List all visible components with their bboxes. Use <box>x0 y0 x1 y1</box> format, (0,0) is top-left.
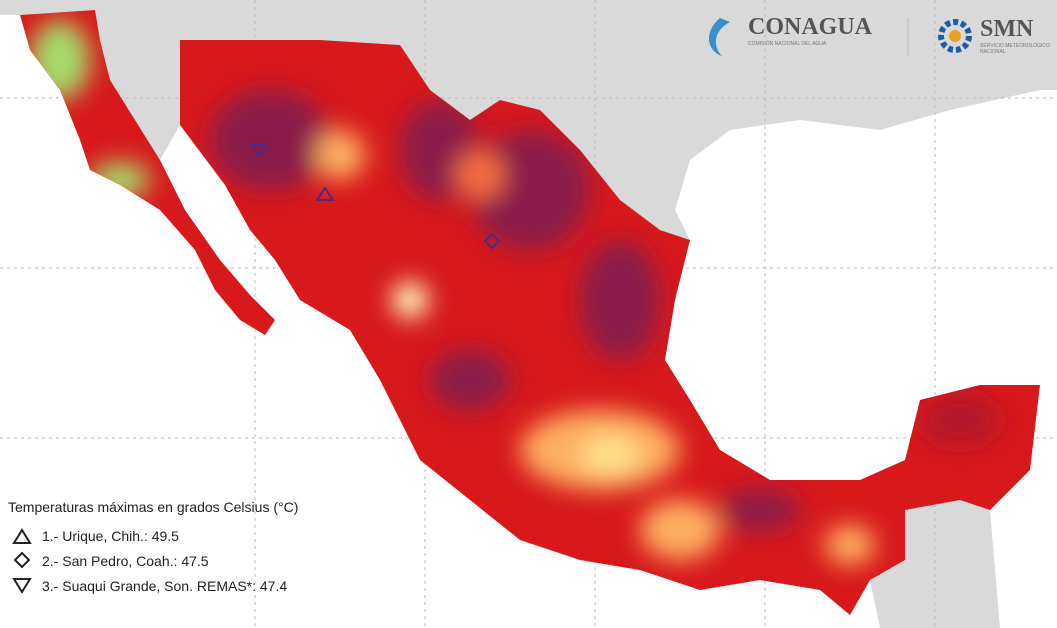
entry-label: 1.- Urique, Chih.: <box>42 528 148 544</box>
conagua-icon <box>708 18 730 56</box>
legend-entry: 1.- Urique, Chih.: 49.5 <box>42 528 179 544</box>
entry-value: 47.4 <box>259 578 288 594</box>
station-markers <box>250 143 501 250</box>
entry-value: 47.5 <box>181 553 209 569</box>
smn-logo: SMN SERVICIO METEOROLÓGICO NACIONAL <box>980 16 1057 55</box>
legend-entry: 3.- Suaqui Grande, Son. REMAS*: 47.4 <box>42 578 287 594</box>
entry-label: 2.- San Pedro, Coah.: <box>42 553 178 569</box>
legend-symbols <box>12 528 32 594</box>
smn-icon <box>938 19 972 53</box>
logo-name: CONAGUA <box>748 14 872 40</box>
logo-subtitle: SERVICIO METEOROLÓGICO NACIONAL <box>980 43 1050 55</box>
entry-value: 49.5 <box>151 528 179 544</box>
legend-entry: 2.- San Pedro, Coah.: 47.5 <box>42 553 209 569</box>
central-america-land <box>870 500 1000 628</box>
conagua-logo: CONAGUA COMISIÓN NACIONAL DEL AGUA <box>748 14 872 47</box>
logo-subtitle: COMISIÓN NACIONAL DEL AGUA <box>748 41 827 47</box>
smn-icon-center <box>949 30 961 42</box>
legend-title: Temperaturas máximas en grados Celsius (… <box>8 499 299 515</box>
logo-name: SMN <box>980 16 1034 42</box>
entry-label: 3.- Suaqui Grande, Son. REMAS*: <box>42 578 256 594</box>
usa-land <box>0 0 1057 240</box>
